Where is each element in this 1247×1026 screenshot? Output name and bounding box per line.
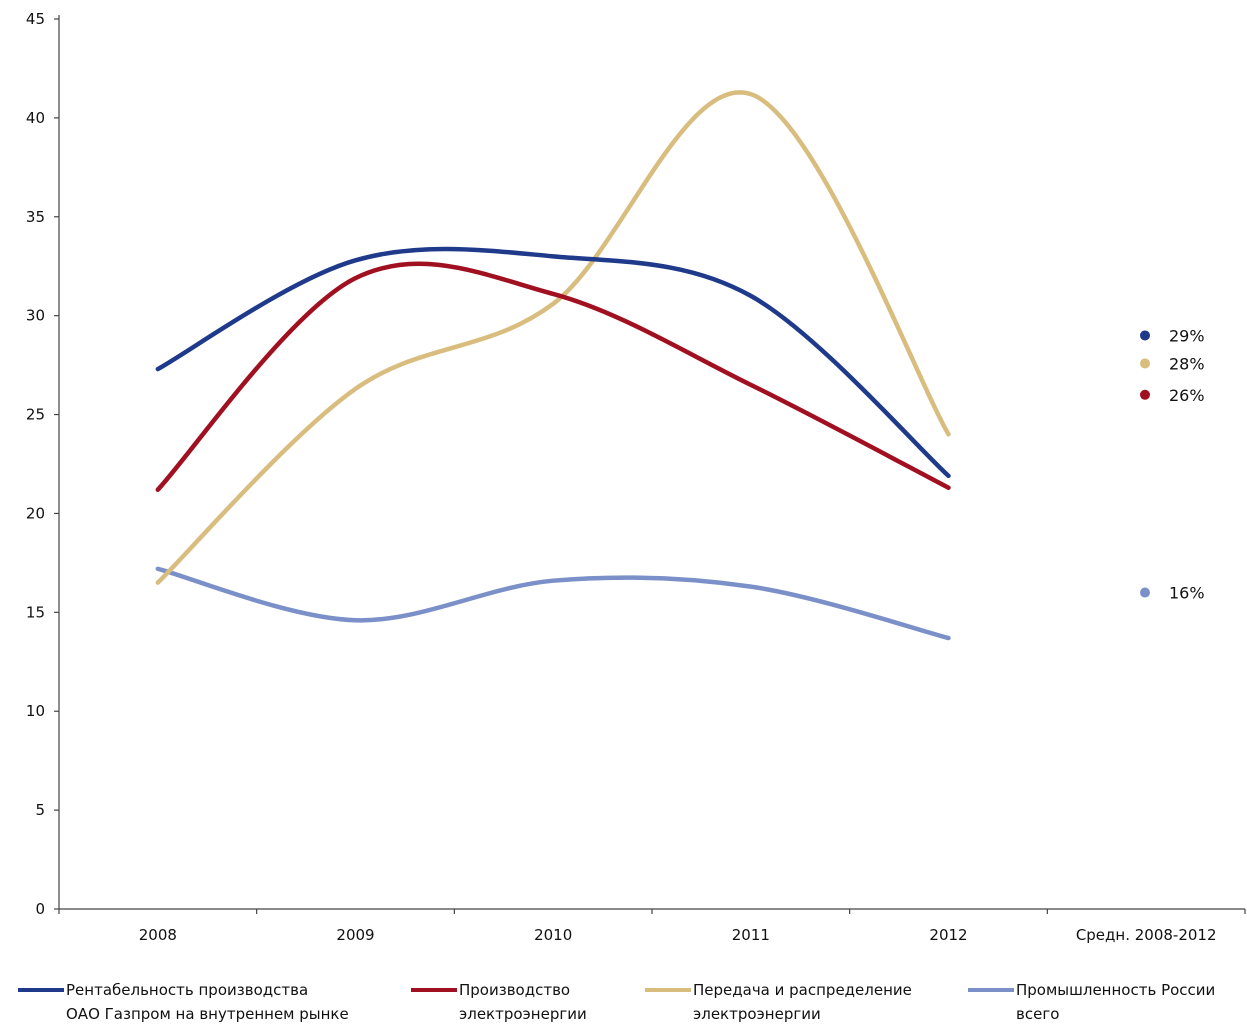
legend-label-gazprom: Рентабельность производства ОАО Газпром … xyxy=(66,981,349,1023)
series-line-russian-industry xyxy=(155,566,951,641)
y-tick-label: 30 xyxy=(26,307,45,325)
x-tick-label: 2012 xyxy=(929,926,967,944)
legend-label-russian-industry: Промышленность России всего xyxy=(1016,981,1216,1023)
y-tick-label: 20 xyxy=(26,504,45,522)
legend-swatch-gazprom xyxy=(18,988,64,992)
y-tick-label: 40 xyxy=(26,109,45,127)
x-tick-label: 2009 xyxy=(336,926,374,944)
x-tick-label: 2011 xyxy=(732,926,770,944)
avg-power-generation-dot xyxy=(1140,389,1150,400)
y-tick-label: 25 xyxy=(26,406,45,424)
avg-russian-industry-dot xyxy=(1140,587,1150,598)
series-line-gazprom xyxy=(155,246,951,479)
avg-power-distribution-dot xyxy=(1140,358,1150,369)
legend-label-power-distribution: Передача и распределение электроэнергии xyxy=(693,981,912,1023)
line-chart: 0 5 10 15 20 25 30 35 40 45 2008 2009 2010 2011 2012 Ср… xyxy=(26,10,1246,944)
legend-item-power-generation: Производство электроэнергии xyxy=(411,978,587,1026)
series-line-power-generation xyxy=(155,261,951,492)
y-tick-label: 35 xyxy=(26,208,45,226)
avg-gazprom-label: 29% xyxy=(1169,326,1205,345)
average-markers: 29% 28% 26% 16% xyxy=(1140,326,1205,603)
y-tick-label: 5 xyxy=(35,801,45,819)
series-line-power-distribution xyxy=(155,90,951,585)
avg-russian-industry-label: 16% xyxy=(1169,584,1205,603)
x-tick-label: 2008 xyxy=(139,926,177,944)
avg-power-distribution-label: 28% xyxy=(1169,354,1205,373)
legend-swatch-power-distribution xyxy=(645,988,691,992)
y-tick-label: 15 xyxy=(26,603,45,621)
series-layer xyxy=(155,90,951,641)
legend-item-power-distribution: Передача и распределение электроэнергии xyxy=(645,978,912,1026)
legend-item-russian-industry: Промышленность России всего xyxy=(968,978,1215,1026)
legend-swatch-russian-industry xyxy=(968,988,1014,992)
y-tick-label: 0 xyxy=(35,900,45,918)
y-tick-label: 10 xyxy=(26,702,45,720)
avg-gazprom-dot xyxy=(1140,330,1150,341)
x-tick-label: 2010 xyxy=(534,926,572,944)
x-tick-label: Средн. 2008-2012 xyxy=(1076,926,1217,944)
legend-label-power-generation: Производство электроэнергии xyxy=(459,981,587,1023)
avg-power-generation-label: 26% xyxy=(1169,386,1205,405)
legend: Рентабельность производства ОАО Газпром … xyxy=(0,978,1247,1025)
legend-item-gazprom: Рентабельность производства ОАО Газпром … xyxy=(18,978,349,1026)
legend-swatch-power-generation xyxy=(411,988,457,992)
y-tick-label: 45 xyxy=(26,10,45,28)
chart-axes: 0 5 10 15 20 25 30 35 40 45 2008 2009 2010 2011 2012 Ср… xyxy=(26,10,1246,944)
